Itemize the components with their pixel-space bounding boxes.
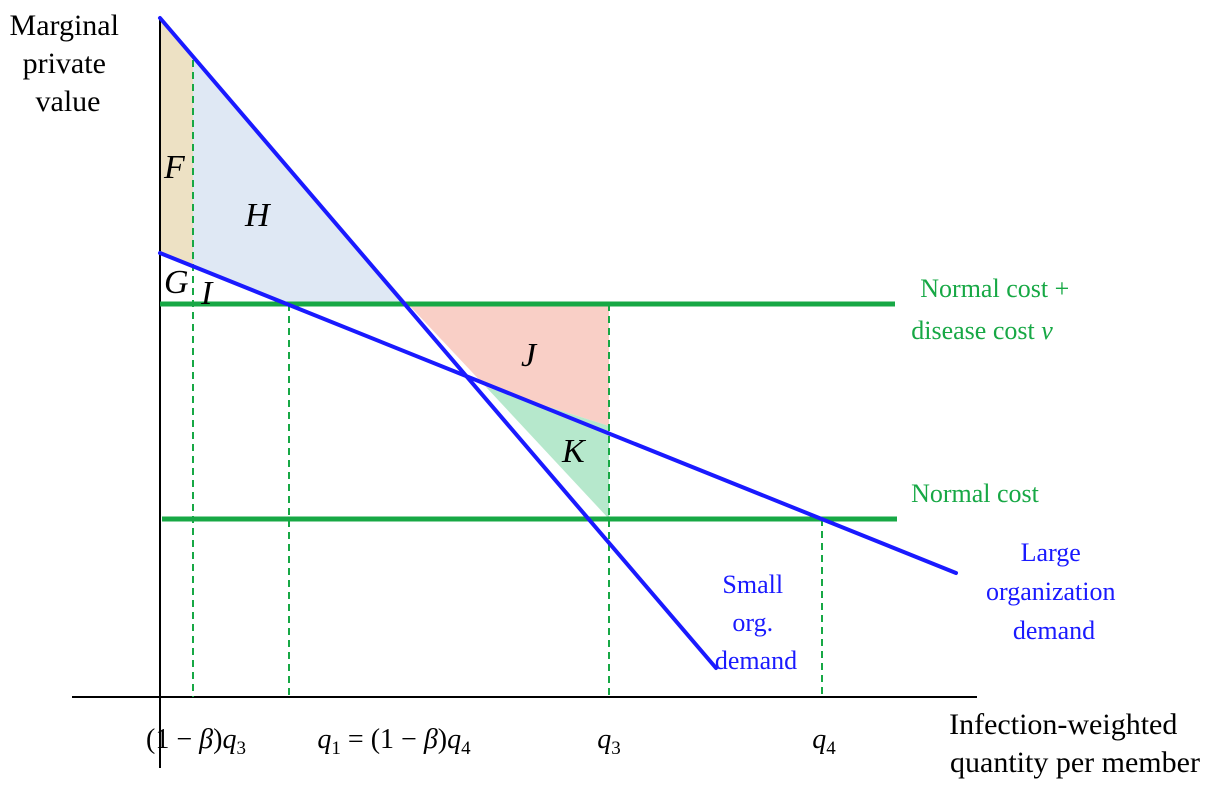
region-I-label: I bbox=[200, 275, 214, 312]
subscript: 4 bbox=[826, 738, 836, 759]
cost-low-label: Normal cost bbox=[911, 479, 1040, 508]
tick-label-q4: q4 bbox=[812, 724, 836, 759]
q-symbol: q bbox=[222, 724, 236, 755]
dashed-guides bbox=[192, 60, 823, 697]
region-J-label: J bbox=[521, 337, 538, 374]
subscript: 3 bbox=[236, 738, 246, 759]
tick-label-q3: q3 bbox=[597, 724, 621, 759]
cost-high-label-text: disease cost bbox=[911, 316, 1041, 345]
subscript: 4 bbox=[461, 738, 471, 759]
subscript: 1 bbox=[331, 738, 341, 759]
tick-label-beta-q3: (1 − β)q3 bbox=[146, 724, 246, 759]
region-H-label: H bbox=[244, 197, 272, 234]
beta-symbol: β bbox=[198, 724, 213, 755]
region-F-label: F bbox=[163, 149, 186, 186]
cost-high-label-line: disease cost v bbox=[911, 316, 1053, 345]
small-demand-label-line: demand bbox=[715, 646, 797, 675]
tick-part: ) bbox=[213, 724, 222, 755]
region-G-label: G bbox=[164, 264, 189, 301]
q-symbol: q bbox=[447, 724, 461, 755]
x-axis-label: Infection-weighted quantity per member bbox=[949, 708, 1200, 779]
small-demand-line bbox=[158, 16, 718, 670]
y-axis-label-line: value bbox=[36, 85, 101, 118]
subscript: 3 bbox=[611, 738, 621, 759]
small-demand-label-line: org. bbox=[732, 608, 773, 637]
tick-part: ) bbox=[438, 724, 447, 755]
x-axis-label-line: quantity per member bbox=[950, 746, 1200, 779]
q-symbol: q bbox=[597, 724, 611, 755]
region-F-G-fill bbox=[160, 18, 193, 266]
beta-symbol: β bbox=[423, 724, 438, 755]
tick-part: = (1 − bbox=[341, 724, 424, 755]
q-symbol: q bbox=[317, 724, 331, 755]
large-demand-line bbox=[158, 251, 958, 575]
cost-high-label: Normal cost + disease cost v bbox=[911, 274, 1075, 345]
disease-cost-symbol: v bbox=[1041, 316, 1053, 345]
region-J-fill bbox=[408, 304, 609, 426]
y-axis-label-line: private bbox=[23, 47, 106, 80]
tick-part: (1 − bbox=[146, 724, 199, 755]
q-symbol: q bbox=[812, 724, 826, 755]
large-demand-label-line: demand bbox=[1013, 616, 1095, 645]
large-demand-label-line: Large bbox=[1021, 538, 1081, 567]
y-axis-label: Marginal private value bbox=[10, 9, 127, 118]
large-demand-label: Large organization demand bbox=[986, 538, 1122, 645]
y-axis-label-line: Marginal bbox=[10, 9, 119, 42]
large-demand-label-line: organization bbox=[986, 577, 1115, 606]
x-axis-label-line: Infection-weighted bbox=[949, 708, 1177, 741]
region-K-label: K bbox=[561, 433, 587, 470]
tick-label-q1: q1 = (1 − β)q4 bbox=[317, 724, 471, 759]
small-demand-label: Small org. demand bbox=[715, 570, 797, 675]
small-demand-label-line: Small bbox=[722, 570, 783, 599]
cost-high-label-line: Normal cost + bbox=[920, 274, 1069, 303]
